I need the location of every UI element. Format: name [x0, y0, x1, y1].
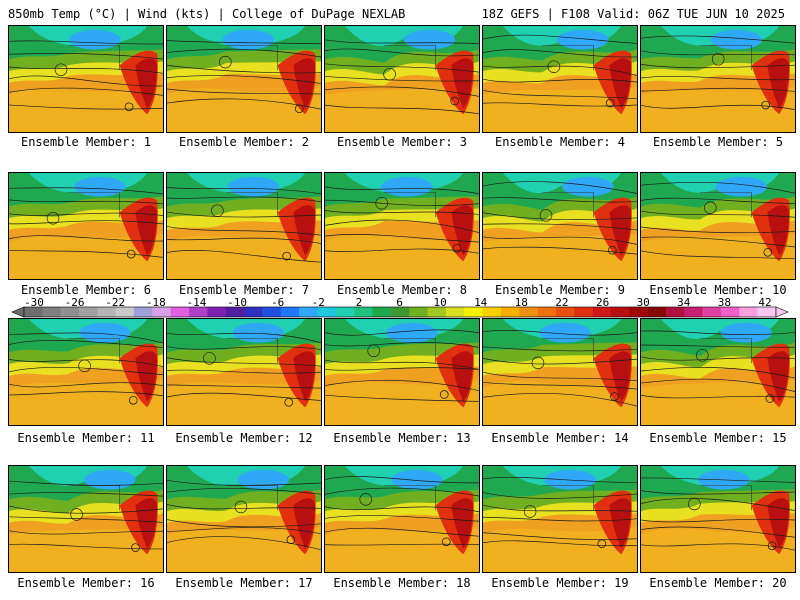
ensemble-member-map: [166, 172, 322, 280]
colorbar-tick-label: 22: [555, 296, 569, 309]
ensemble-member-label: Ensemble Member: 13: [333, 431, 471, 445]
colorbar-tick-label: 30: [636, 296, 650, 309]
ensemble-member-label: Ensemble Member: 5: [652, 135, 784, 149]
colorbar-tick-label: 2: [355, 296, 363, 309]
colorbar-tick-label: 18: [514, 296, 528, 309]
ensemble-member-label: Ensemble Member: 4: [494, 135, 626, 149]
colorbar-tick-label: -26: [64, 296, 85, 309]
ensemble-member-label: Ensemble Member: 11: [17, 431, 155, 445]
ensemble-member-map: [482, 25, 638, 133]
run-valid-time: 18Z GEFS | F108 Valid: 06Z TUE JUN 10 20…: [481, 7, 785, 21]
colorbar-tick-label: -2: [311, 296, 325, 309]
ensemble-member-label: Ensemble Member: 2: [178, 135, 310, 149]
ensemble-member-label: Ensemble Member: 10: [649, 283, 787, 297]
ensemble-member-map: [482, 465, 638, 573]
ensemble-member-label: Ensemble Member: 8: [336, 283, 468, 297]
colorbar-tick-label: 38: [717, 296, 732, 309]
ensemble-member-map: [166, 465, 322, 573]
ensemble-member-label: Ensemble Member: 7: [178, 283, 310, 297]
colorbar-tick-label: -10: [227, 296, 248, 309]
colorbar-tick-label: 26: [595, 296, 610, 309]
ensemble-member-map: [324, 318, 480, 426]
ensemble-member-map: [8, 465, 164, 573]
colorbar-tick-label: 42: [758, 296, 772, 309]
ensemble-member-label: Ensemble Member: 6: [20, 283, 152, 297]
ensemble-member-label: Ensemble Member: 18: [333, 576, 471, 590]
colorbar-tick-label: 34: [677, 296, 691, 309]
ensemble-member-map: [640, 172, 796, 280]
ensemble-member-map: [166, 318, 322, 426]
ensemble-member-map: [482, 318, 638, 426]
ensemble-member-map: [324, 25, 480, 133]
ensemble-member-map: [324, 172, 480, 280]
ensemble-member-label: Ensemble Member: 15: [649, 431, 787, 445]
colorbar-tick-label: -14: [186, 296, 207, 309]
ensemble-member-label: Ensemble Member: 14: [491, 431, 629, 445]
ensemble-member-map: [8, 25, 164, 133]
colorbar-tick-label: 10: [433, 296, 447, 309]
ensemble-member-label: Ensemble Member: 16: [17, 576, 155, 590]
ensemble-member-label: Ensemble Member: 17: [175, 576, 313, 590]
ensemble-member-label: Ensemble Member: 20: [649, 576, 787, 590]
map-header-title: 850mb Temp (°C) | Wind (kts) | College o…: [8, 7, 406, 21]
ensemble-member-map: [8, 172, 164, 280]
ensemble-member-map: [640, 25, 796, 133]
ensemble-member-map: [640, 465, 796, 573]
ensemble-member-label: Ensemble Member: 12: [175, 431, 313, 445]
ensemble-member-map: [640, 318, 796, 426]
temperature-colorbar: [11, 297, 789, 321]
colorbar-tick-label: 14: [474, 296, 488, 309]
colorbar-tick-label: 6: [396, 296, 403, 309]
ensemble-member-map: [8, 318, 164, 426]
colorbar-tick-label: -22: [105, 296, 126, 309]
ensemble-member-label: Ensemble Member: 3: [336, 135, 468, 149]
ensemble-member-map: [482, 172, 638, 280]
colorbar-tick-label: -6: [271, 296, 285, 309]
colorbar-tick-label: -30: [24, 296, 44, 309]
ensemble-member-label: Ensemble Member: 19: [491, 576, 629, 590]
ensemble-member-map: [166, 25, 322, 133]
ensemble-member-map: [324, 465, 480, 573]
ensemble-member-label: Ensemble Member: 9: [494, 283, 626, 297]
ensemble-member-label: Ensemble Member: 1: [20, 135, 152, 149]
colorbar-tick-label: -18: [145, 296, 166, 309]
